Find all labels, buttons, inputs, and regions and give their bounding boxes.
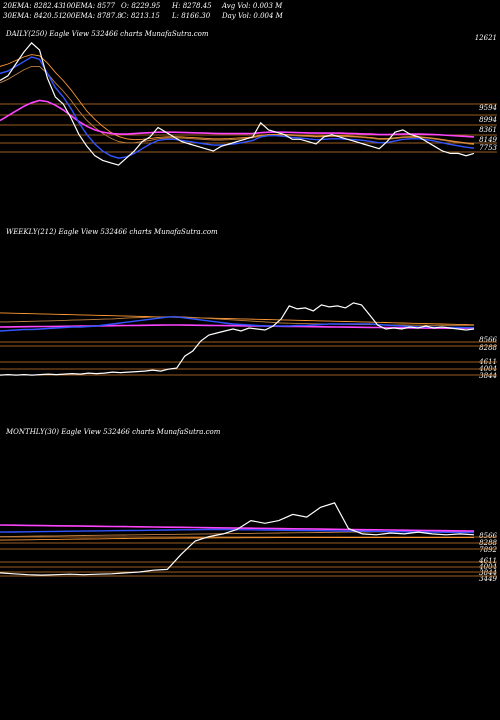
daily-y-label: 9594	[479, 104, 497, 112]
monthly-y-label: 8566	[479, 532, 497, 540]
stat-avg-vol: Avg Vol: 0.003 M	[222, 2, 283, 10]
stat-high: H: 8278.45	[172, 2, 212, 10]
weekly-series-200ema	[0, 312, 475, 326]
daily-y-label: 8149	[479, 136, 497, 144]
weekly-panel-title: WEEKLY(212) Eagle View 532466 charts Mun…	[6, 228, 218, 236]
monthly-y-label: 4611	[479, 557, 497, 565]
weekly-y-label: 8566	[479, 336, 497, 344]
stat-ema100: 100EMA: 8577	[62, 2, 116, 10]
stat-ema20: 20EMA: 8282.43	[3, 2, 63, 10]
stat-ema200: 200EMA: 8787.8	[62, 12, 122, 20]
stat-open: O: 8229.95	[121, 2, 161, 10]
stat-low: L: 8166.30	[172, 12, 211, 20]
monthly-series-30ema	[0, 524, 475, 532]
monthly-y-label: 7892	[479, 546, 497, 554]
daily-series-100ema	[0, 65, 475, 145]
stat-ema30: 30EMA: 8420.51	[3, 12, 63, 20]
daily-panel-title: DAILY(250) Eagle View 532466 charts Muna…	[6, 30, 209, 38]
stat-day-vol: Day Vol: 0.004 M	[222, 12, 283, 20]
monthly-y-label: 3844	[479, 569, 497, 577]
monthly-panel-title: MONTHLY(30) Eagle View 532466 charts Mun…	[6, 428, 221, 436]
daily-y-label: 7753	[479, 144, 497, 152]
daily-series-200ema	[0, 54, 475, 145]
weekly-series-price	[0, 302, 475, 376]
monthly-series-price	[0, 502, 475, 576]
weekly-y-label: 3844	[479, 372, 497, 380]
daily-series-price	[0, 42, 475, 166]
daily-y-label: 8361	[479, 126, 497, 134]
weekly-y-label: 8288	[479, 344, 497, 352]
monthly-y-label: 3449	[479, 575, 497, 583]
stat-close: C: 8213.15	[121, 12, 160, 20]
monthly-series-200ema	[0, 537, 474, 541]
daily-series-20ema	[0, 56, 475, 159]
daily-y-label: 8994	[479, 116, 497, 124]
weekly-series-20ema	[0, 316, 475, 332]
daily-y-label: 12621	[474, 34, 497, 42]
